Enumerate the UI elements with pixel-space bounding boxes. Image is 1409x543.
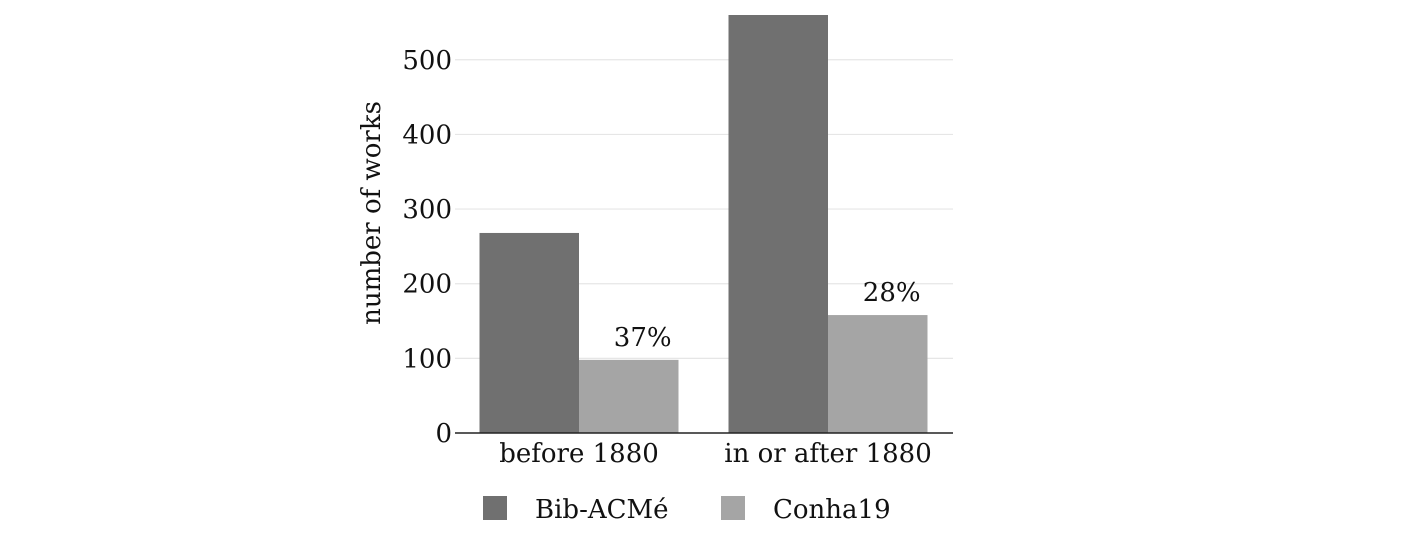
legend-swatch — [721, 496, 745, 520]
data-labels: 37% 28% — [614, 278, 921, 353]
y-tick-label: 200 — [402, 270, 452, 300]
legend-label: Conha19 — [773, 495, 891, 525]
y-axis-title: number of works — [357, 101, 387, 325]
bar-conha19-1 — [828, 315, 928, 433]
y-tick-label: 0 — [435, 419, 452, 449]
x-axis: before 1880 in or after 1880 — [455, 432, 953, 469]
x-tick-label: before 1880 — [499, 439, 659, 469]
legend: Bib-ACMé Conha19 — [483, 495, 891, 525]
x-tick-label: in or after 1880 — [724, 439, 932, 469]
bar-conha19-0 — [579, 359, 679, 433]
legend-label: Bib-ACMé — [535, 495, 669, 525]
data-label: 28% — [863, 278, 921, 308]
bar-bib-acme-1 — [728, 15, 828, 433]
bars — [479, 15, 928, 433]
y-tick-label: 300 — [402, 195, 452, 225]
y-tick-label: 500 — [402, 46, 452, 76]
y-tick-label: 400 — [402, 120, 452, 150]
y-axis: 0 100 200 300 400 500 — [402, 46, 452, 449]
legend-swatch — [483, 496, 507, 520]
bar-bib-acme-0 — [479, 232, 579, 433]
y-tick-label: 100 — [402, 344, 452, 374]
data-label: 37% — [614, 323, 672, 353]
